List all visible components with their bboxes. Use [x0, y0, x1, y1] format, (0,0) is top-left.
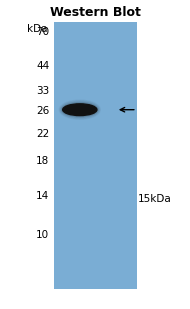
Text: 22: 22 — [36, 129, 49, 139]
Text: 26: 26 — [36, 106, 49, 116]
Text: kDa: kDa — [27, 24, 48, 34]
Text: 14: 14 — [36, 191, 49, 201]
Ellipse shape — [60, 101, 99, 118]
FancyBboxPatch shape — [54, 22, 137, 289]
Text: Western Blot: Western Blot — [50, 6, 140, 19]
Text: 10: 10 — [36, 230, 49, 240]
Ellipse shape — [62, 103, 98, 117]
Ellipse shape — [63, 104, 97, 116]
Text: 18: 18 — [36, 156, 49, 166]
Text: 44: 44 — [36, 61, 49, 71]
Text: 70: 70 — [36, 28, 49, 37]
Text: 33: 33 — [36, 86, 49, 96]
Text: 15kDa: 15kDa — [138, 194, 172, 204]
